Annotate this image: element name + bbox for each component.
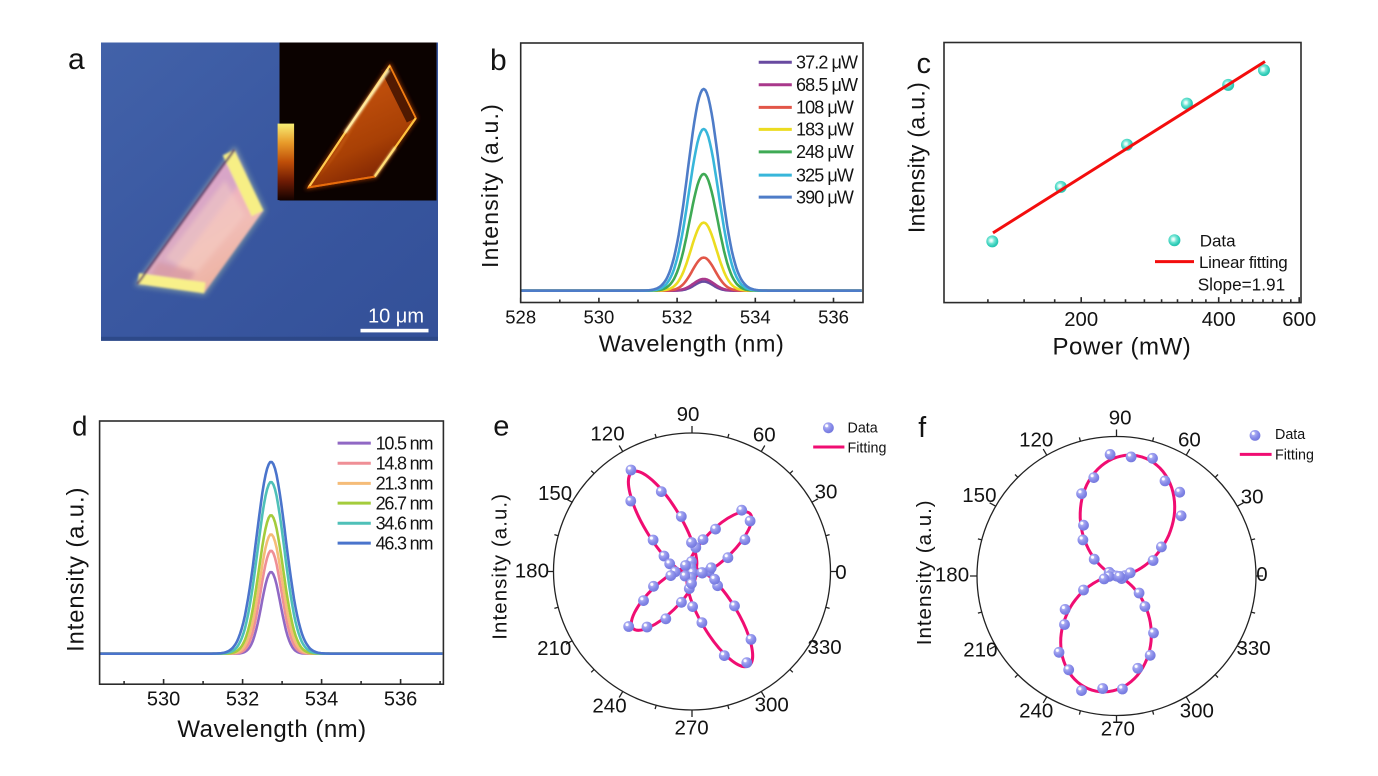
svg-text:210: 210 (963, 639, 997, 662)
svg-text:Intensity (a.u.): Intensity (a.u.) (904, 82, 930, 233)
svg-text:200: 200 (1064, 309, 1098, 331)
svg-text:Fitting: Fitting (848, 441, 887, 457)
svg-text:Data: Data (1275, 427, 1305, 443)
svg-text:Fitting: Fitting (1275, 448, 1314, 464)
svg-text:210: 210 (537, 637, 571, 660)
svg-text:300: 300 (1180, 699, 1214, 722)
svg-text:183 μW: 183 μW (796, 120, 854, 140)
svg-text:0: 0 (1256, 563, 1267, 586)
svg-text:Wavelength (nm): Wavelength (nm) (177, 716, 366, 743)
svg-text:108 μW: 108 μW (796, 98, 854, 118)
svg-text:180: 180 (935, 564, 969, 587)
svg-text:400: 400 (1202, 309, 1236, 331)
svg-text:90: 90 (677, 403, 700, 426)
svg-text:Intensity (a.u.): Intensity (a.u.) (477, 103, 503, 268)
svg-text:Intensity (a.u.): Intensity (a.u.) (63, 487, 90, 652)
svg-text:26.7 nm: 26.7 nm (376, 493, 433, 513)
svg-text:534: 534 (740, 306, 771, 327)
svg-text:10.5 nm: 10.5 nm (376, 433, 433, 453)
svg-text:37.2 μW: 37.2 μW (796, 52, 858, 72)
svg-text:180: 180 (515, 560, 549, 583)
svg-text:60: 60 (1178, 429, 1201, 452)
svg-text:60: 60 (753, 424, 776, 447)
svg-text:Data: Data (848, 421, 878, 437)
svg-text:300: 300 (755, 694, 789, 717)
svg-text:b: b (490, 44, 507, 77)
svg-text:a: a (68, 43, 85, 76)
svg-text:Data: Data (1200, 232, 1236, 251)
svg-text:120: 120 (1019, 429, 1053, 452)
svg-text:Linear fitting: Linear fitting (1199, 253, 1287, 272)
svg-text:d: d (72, 410, 87, 441)
svg-text:Intensity (a.u.): Intensity (a.u.) (913, 499, 936, 645)
svg-text:240: 240 (1019, 699, 1053, 722)
svg-text:Wavelength (nm): Wavelength (nm) (599, 331, 785, 357)
svg-text:390 μW: 390 μW (796, 187, 854, 207)
svg-text:536: 536 (384, 689, 417, 711)
svg-text:150: 150 (538, 482, 572, 505)
svg-text:30: 30 (1241, 485, 1264, 508)
svg-text:600: 600 (1282, 309, 1316, 331)
svg-text:534: 534 (305, 689, 338, 711)
svg-text:90: 90 (1109, 406, 1132, 429)
svg-text:c: c (917, 48, 932, 80)
svg-text:e: e (493, 411, 509, 443)
svg-text:270: 270 (674, 716, 708, 739)
svg-text:34.6 nm: 34.6 nm (376, 513, 433, 533)
svg-text:150: 150 (962, 484, 996, 507)
svg-text:528: 528 (505, 306, 536, 327)
svg-text:46.3 nm: 46.3 nm (376, 533, 433, 553)
svg-text:14.8 nm: 14.8 nm (376, 454, 433, 474)
svg-text:270: 270 (1101, 718, 1135, 741)
svg-text:Slope=1.91: Slope=1.91 (1198, 275, 1285, 295)
svg-text:10 μm: 10 μm (368, 306, 424, 328)
svg-text:530: 530 (147, 689, 180, 711)
svg-text:532: 532 (226, 689, 259, 711)
svg-text:21.3 nm: 21.3 nm (376, 474, 433, 494)
svg-text:248 μW: 248 μW (796, 142, 854, 162)
svg-text:532: 532 (662, 306, 693, 327)
svg-text:120: 120 (590, 423, 624, 446)
svg-text:30: 30 (815, 481, 838, 504)
svg-text:68.5 μW: 68.5 μW (796, 75, 858, 95)
svg-text:Intensity (a.u.): Intensity (a.u.) (489, 493, 511, 640)
svg-text:536: 536 (818, 306, 849, 327)
svg-text:325 μW: 325 μW (796, 165, 854, 185)
svg-text:530: 530 (583, 306, 614, 327)
svg-text:240: 240 (592, 695, 626, 718)
svg-text:f: f (918, 412, 926, 444)
svg-text:330: 330 (1236, 637, 1270, 660)
svg-text:Power (mW): Power (mW) (1052, 334, 1191, 361)
svg-text:330: 330 (807, 636, 841, 659)
svg-text:0: 0 (835, 561, 846, 584)
